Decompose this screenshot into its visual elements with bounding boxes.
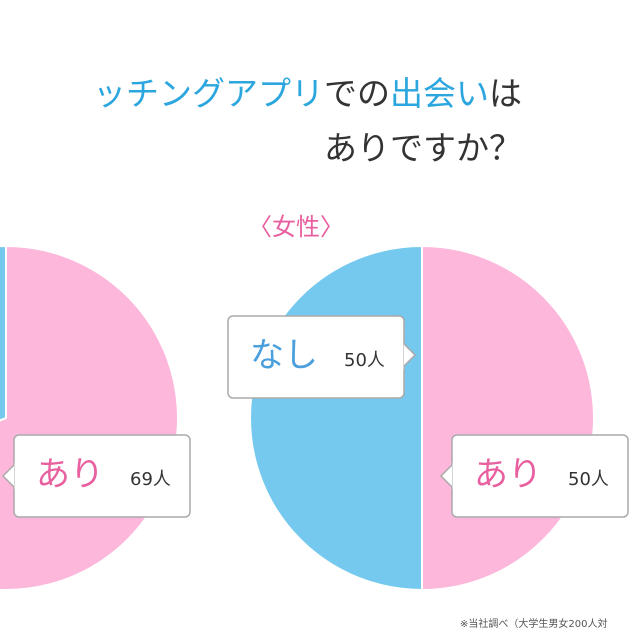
pointer-cover [452,463,455,489]
pie-slice [421,244,595,592]
title: ありですか？ [324,129,522,168]
footnote: ※当社調べ（大学生男女200人対 [460,617,607,630]
category-label: なし [250,336,318,376]
label-pointer [403,343,417,367]
subtitle: 〈女性〉 [248,213,344,241]
pie-slice [0,244,7,422]
category-label: あり [474,455,542,495]
title-part: ッチングアプリ [93,74,324,113]
value-label: 69人 [130,469,171,490]
value-label: 50人 [344,350,385,371]
title-part: は [489,74,522,113]
label-pointer [439,464,453,488]
title-part: 出会い [390,74,489,113]
label-pointer [1,464,15,488]
value-label: 50人 [568,469,609,490]
pie-slice [249,244,423,592]
category-label: あり [36,455,104,495]
pointer-cover [401,344,404,370]
title-part: での [324,74,390,113]
pointer-cover [14,463,17,489]
pie-slice [0,244,179,591]
title: ッチングアプリでの出会いは [93,74,522,113]
